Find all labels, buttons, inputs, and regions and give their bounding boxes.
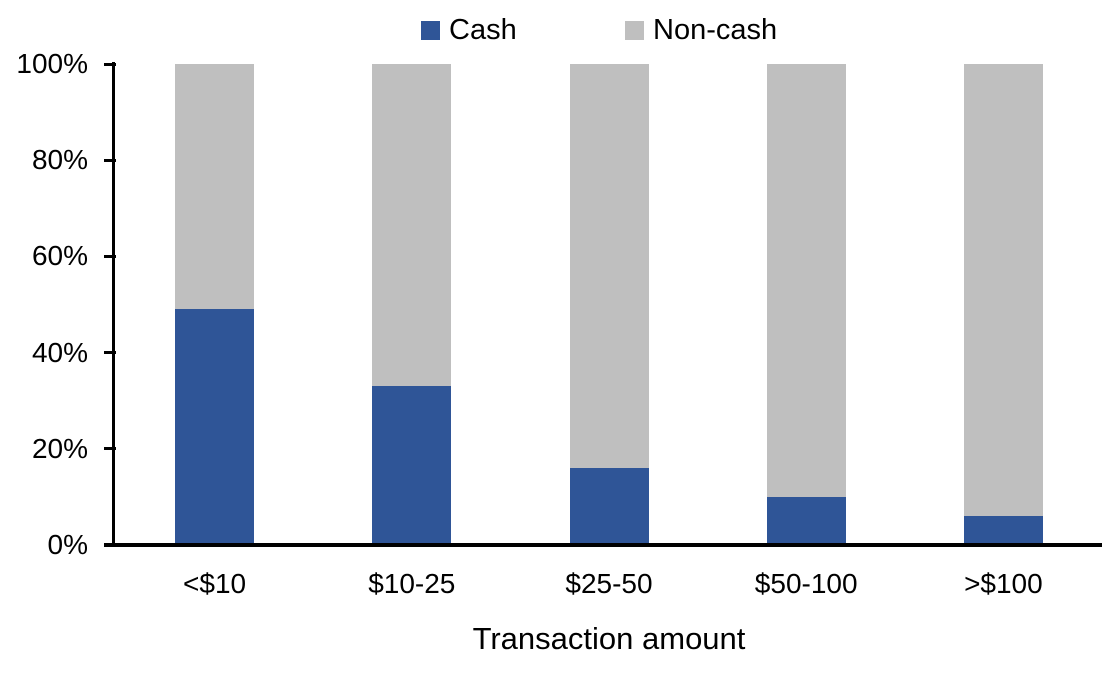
y-tick-label: 100%: [16, 48, 88, 79]
x-category-label: $10-25: [368, 568, 456, 599]
y-tick-label: 80%: [31, 144, 88, 176]
bar-column: [766, 64, 846, 545]
x-category-label: $25-50: [565, 568, 653, 599]
legend-label: Non-cash: [653, 13, 778, 46]
bar-segment-non-cash: [766, 64, 846, 497]
bar-segment-cash: [766, 496, 846, 545]
legend-swatch: [625, 20, 644, 40]
y-tick: [104, 158, 116, 162]
y-tick-label: 20%: [31, 432, 88, 464]
y-tick: [104, 62, 116, 66]
x-axis-labels: <$10 $10-25 $25-50 $50-100 >$100: [116, 566, 1102, 602]
y-tick-label: 0%: [47, 529, 88, 560]
bar-column: [963, 64, 1043, 545]
y-tick: [104, 351, 116, 355]
legend-item-cash: Cash: [421, 10, 517, 50]
bar-segment-non-cash: [963, 64, 1043, 517]
bar-segment-non-cash: [372, 64, 452, 387]
y-tick-label: 40%: [31, 336, 88, 368]
x-category-label: $50-100: [754, 568, 858, 599]
y-tick: [104, 254, 116, 258]
legend-item-non-cash: Non-cash: [625, 10, 777, 50]
bar-segment-cash: [569, 468, 649, 545]
bar-segment-non-cash: [175, 64, 255, 310]
bar-column: [569, 64, 649, 545]
y-tick: [104, 447, 116, 451]
y-axis-line: [112, 62, 115, 547]
legend-label: Cash: [449, 13, 517, 46]
x-axis-line: [104, 543, 1102, 547]
plot-area: [104, 62, 1102, 547]
legend: Cash Non-cash: [0, 10, 1102, 54]
y-tick-label: 60%: [31, 240, 88, 272]
x-axis-title: Transaction amount: [472, 621, 746, 656]
y-axis-labels: 0% 20% 40% 60% 80% 100%: [0, 48, 88, 560]
bar-segment-non-cash: [569, 64, 649, 469]
bar-segment-cash: [372, 386, 452, 545]
legend-swatch: [421, 20, 440, 40]
bar-column: [372, 64, 452, 545]
x-category-label: >$100: [964, 568, 1043, 599]
bar-segment-cash: [963, 516, 1043, 545]
x-category-label: <$10: [183, 568, 247, 599]
bar-column: [175, 64, 255, 545]
bar-segment-cash: [175, 309, 255, 545]
